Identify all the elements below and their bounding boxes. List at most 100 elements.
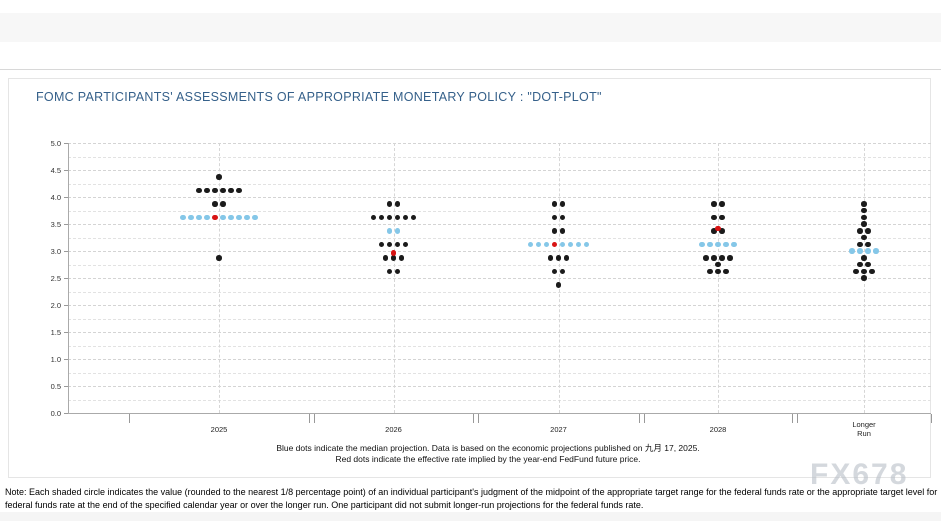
x-axis-line (68, 413, 931, 414)
y-axis-tick-label: 4.5 (50, 166, 61, 175)
x-axis-bracket-tick (797, 414, 798, 423)
y-axis-tick (64, 413, 68, 414)
dot-blue (699, 241, 705, 247)
gridline (68, 251, 931, 252)
dot-blue (252, 214, 258, 220)
dot-black (394, 201, 401, 207)
dot-black (551, 214, 558, 220)
dot-black (865, 261, 871, 268)
y-axis-tick (64, 251, 68, 252)
dot-black (719, 228, 725, 234)
gridline (68, 210, 931, 212)
dot-black (711, 214, 717, 220)
dot-blue (707, 241, 713, 247)
footnote-line-1: Note: Each shaded circle indicates the v… (5, 487, 939, 497)
dot-black (196, 187, 202, 193)
dot-black (382, 255, 389, 261)
y-axis-tick-label: 5.0 (50, 139, 61, 148)
x-axis-label: 2027 (550, 425, 567, 434)
gridline (68, 170, 931, 171)
dot-black (547, 255, 554, 261)
dot-blue (228, 214, 234, 220)
footer-band (0, 512, 941, 521)
dot-black (402, 214, 409, 220)
dot-blue (849, 248, 855, 254)
dot-black (861, 234, 867, 241)
dot-blue (244, 214, 250, 220)
x-axis-bracket-tick (478, 414, 479, 423)
dot-blue (723, 241, 729, 247)
y-axis-tick-label: 1.5 (50, 328, 61, 337)
gridline (68, 318, 931, 320)
dot-black (212, 201, 218, 207)
gridline (68, 372, 931, 374)
dot-red (212, 214, 218, 220)
dot-black (711, 228, 717, 234)
dot-black (861, 207, 867, 214)
dot-black (378, 214, 385, 220)
y-axis-tick (64, 305, 68, 306)
dot-blue (715, 241, 721, 247)
x-axis-label: 2026 (385, 425, 402, 434)
dot-black (551, 268, 558, 274)
gridline (68, 278, 931, 279)
dot-blue (386, 228, 393, 234)
header-divider (0, 69, 941, 70)
dot-black (386, 268, 393, 274)
dot-blue (180, 214, 186, 220)
x-axis-bracket-tick (644, 414, 645, 423)
gridline (68, 399, 931, 401)
dot-black (861, 275, 867, 281)
y-axis-tick (64, 143, 68, 144)
y-axis-tick (64, 224, 68, 225)
dot-black (220, 201, 226, 207)
dot-blue (559, 241, 566, 247)
dot-black (865, 241, 871, 247)
dot-black (715, 261, 721, 268)
fx678-watermark: FX678 (810, 458, 909, 491)
dot-black (402, 241, 409, 247)
dot-blue (731, 241, 737, 247)
dot-black (861, 221, 867, 227)
y-axis-tick (64, 170, 68, 171)
dot-black (394, 214, 401, 220)
x-axis-label: 2025 (210, 425, 228, 434)
dot-black (857, 261, 863, 268)
x-axis-label: 2028 (709, 425, 727, 434)
x-axis-bracket-tick (129, 414, 130, 423)
column-center-line (219, 143, 220, 413)
dot-red (715, 225, 721, 232)
dot-blue (220, 214, 226, 220)
dot-black (861, 255, 867, 261)
dot-black (378, 241, 385, 247)
x-axis-label: Longer Run (852, 420, 876, 438)
dot-blue (527, 241, 534, 247)
dot-blue (543, 241, 550, 247)
y-axis-tick (64, 197, 68, 198)
dot-blue (575, 241, 582, 247)
footnote: Note: Each shaded circle indicates the v… (5, 486, 939, 511)
dot-black (857, 228, 863, 234)
dot-blue (535, 241, 542, 247)
dot-black (861, 201, 867, 207)
gridline (68, 224, 931, 225)
gridline (68, 386, 931, 387)
dot-black (719, 201, 725, 207)
gridline (68, 197, 931, 198)
dot-black (551, 228, 558, 234)
x-axis-bracket-tick (792, 414, 793, 423)
dot-black (394, 268, 401, 274)
dot-blue (188, 214, 194, 220)
dot-black (559, 268, 566, 274)
dot-black (410, 214, 417, 220)
x-axis-bracket-tick (309, 414, 310, 423)
dot-black (220, 187, 226, 193)
dot-red (390, 250, 397, 256)
gridline (68, 345, 931, 347)
dot-black (719, 255, 725, 261)
dot-blue (236, 214, 242, 220)
dot-black (398, 255, 405, 261)
y-axis-tick (64, 278, 68, 279)
y-axis-line (68, 143, 69, 413)
